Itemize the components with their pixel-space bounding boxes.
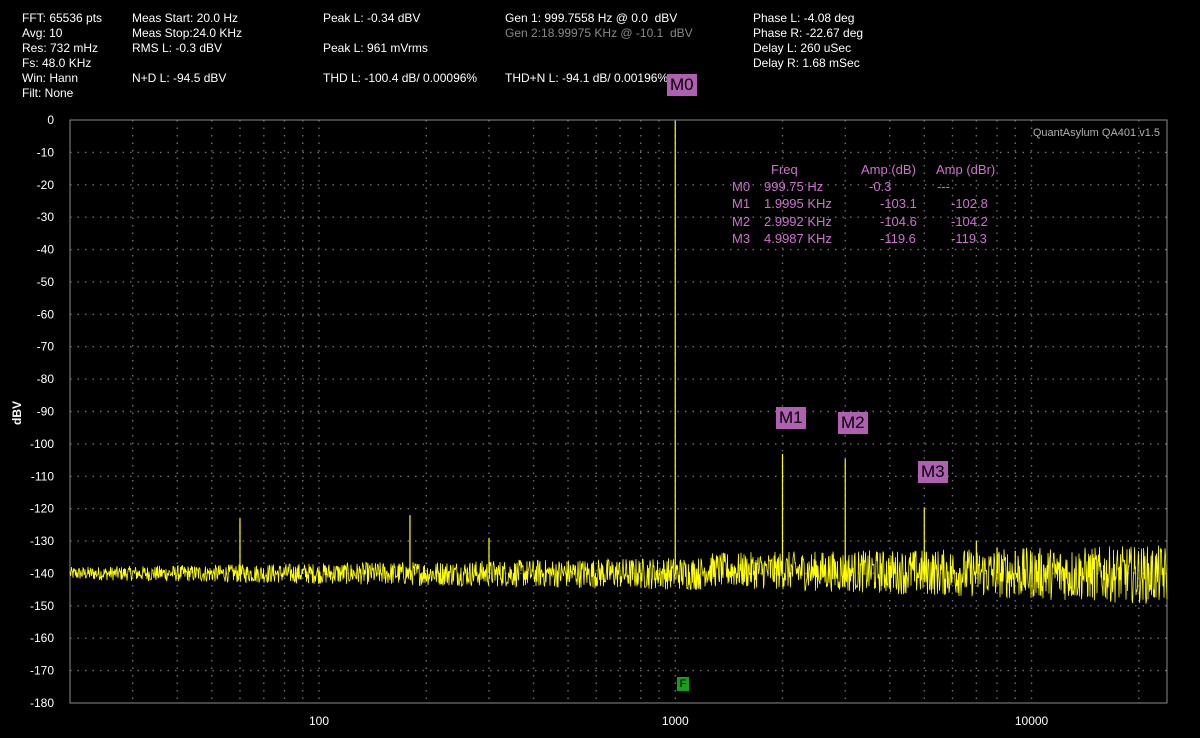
- y-tick-label: -170: [30, 664, 54, 678]
- y-tick-label: -150: [30, 599, 54, 613]
- fundamental-marker[interactable]: F: [677, 677, 689, 691]
- y-tick-label: -50: [37, 275, 55, 289]
- y-tick-label: -140: [30, 566, 54, 580]
- info-delay-l: Delay L: 260 uSec: [753, 41, 852, 55]
- info-gen1: Gen 1: 999.7558 Hz @ 0.0 dBV: [505, 11, 678, 25]
- info-thdn: THD+N L: -94.1 dB/ 0.00196%: [505, 71, 669, 85]
- y-tick-label: -160: [30, 631, 54, 645]
- info-nd: N+D L: -94.5 dBV: [132, 71, 227, 85]
- table-row-amp: -104.6: [880, 214, 917, 229]
- table-row-id: M0: [732, 179, 751, 194]
- y-tick-label: -120: [30, 502, 54, 516]
- table-row-ampr: -104.2: [951, 214, 988, 229]
- info-fs: Fs: 48.0 KHz: [22, 56, 92, 70]
- info-res: Res: 732 mHz: [22, 41, 99, 55]
- y-tick-label: -40: [37, 243, 55, 257]
- y-tick-label: -80: [37, 372, 55, 386]
- info-win: Win: Hann: [22, 71, 79, 85]
- y-tick-label: -60: [37, 307, 55, 321]
- info-gen2: Gen 2:18.99975 KHz @ -10.1 dBV: [505, 26, 693, 40]
- y-axis-label: dBV: [10, 401, 24, 425]
- y-tick-label: -90: [37, 405, 55, 419]
- table-header-freq: Freq: [771, 162, 798, 177]
- table-header-amp: Amp (dB): [861, 162, 916, 177]
- marker-m0[interactable]: M0: [667, 74, 697, 96]
- y-tick-label: -10: [37, 145, 55, 159]
- info-meas-start: Meas Start: 20.0 Hz: [132, 11, 239, 25]
- y-tick-label: -180: [30, 696, 54, 710]
- y-tick-label: -110: [31, 469, 54, 483]
- table-row-id: M1: [732, 196, 751, 211]
- table-row-freq: 4.9987 KHz: [764, 231, 832, 246]
- info-phase-r: Phase R: -22.67 deg: [753, 26, 864, 40]
- table-row-ampr: ---: [937, 179, 950, 194]
- info-peak-l: Peak L: -0.34 dBV: [323, 11, 421, 25]
- info-peak-l-mv: Peak L: 961 mVrms: [323, 41, 428, 55]
- info-fft: FFT: 65536 pts: [22, 11, 103, 25]
- info-delay-r: Delay R: 1.68 mSec: [753, 56, 860, 70]
- table-row-freq: 999.75 Hz: [764, 179, 824, 194]
- table-row-freq: 2.9992 KHz: [764, 214, 832, 229]
- info-filt: Filt: None: [22, 86, 74, 100]
- y-tick-label: -70: [37, 340, 55, 354]
- noise-floor-trace: [69, 545, 1168, 604]
- marker-m1[interactable]: M1: [776, 407, 806, 429]
- table-row-freq: 1.9995 KHz: [764, 196, 832, 211]
- y-tick-label: -30: [37, 210, 55, 224]
- marker-m3[interactable]: M3: [918, 461, 948, 483]
- table-header-ampr: Amp (dBr): [936, 162, 996, 177]
- x-tick-label: 10000: [1015, 714, 1049, 728]
- info-meas-stop: Meas Stop:24.0 KHz: [132, 26, 243, 40]
- table-row-ampr: -102.8: [951, 196, 988, 211]
- marker-m2[interactable]: M2: [838, 412, 868, 434]
- table-row-ampr: -119.3: [951, 231, 987, 246]
- x-tick-label: 1000: [662, 714, 689, 728]
- plot-frame: [69, 119, 1168, 704]
- table-row-amp: -0.3: [869, 179, 892, 194]
- table-row-id: M2: [732, 214, 751, 229]
- x-tick-label: 100: [309, 714, 329, 728]
- info-phase-l: Phase L: -4.08 deg: [753, 11, 855, 25]
- y-tick-label: -100: [30, 437, 54, 451]
- info-avg: Avg: 10: [22, 26, 63, 40]
- table-row-id: M3: [732, 231, 751, 246]
- y-tick-label: -130: [30, 534, 54, 548]
- watermark-text: QuantAsylum QA401 v1.5: [1032, 127, 1160, 139]
- y-tick-label: 0: [47, 113, 54, 127]
- info-rms: RMS L: -0.3 dBV: [132, 41, 223, 55]
- y-tick-label: -20: [37, 178, 55, 192]
- table-row-amp: -103.1: [880, 196, 917, 211]
- table-row-amp: -119.6: [880, 231, 916, 246]
- info-thd: THD L: -100.4 dB/ 0.00096%: [323, 71, 478, 85]
